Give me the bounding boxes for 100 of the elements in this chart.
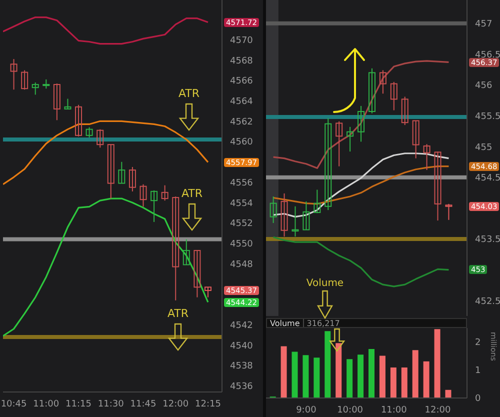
- line-series: [3, 16, 209, 45]
- y-tick-label: 4560: [230, 138, 254, 148]
- bar: [434, 329, 440, 398]
- candlestick: [140, 184, 147, 208]
- y-tick-label: 4540: [230, 341, 254, 352]
- y-tick-label: 4536: [230, 382, 254, 392]
- y-tick-label: 4554: [230, 198, 254, 209]
- candlestick: [270, 196, 277, 224]
- y-tick-label: 4550: [230, 240, 254, 250]
- x-tick-label: 11:00: [33, 399, 60, 410]
- candlestick: [194, 250, 201, 298]
- y-tick-label: 452.5: [475, 296, 500, 307]
- y-tick-label: 2: [475, 338, 481, 348]
- candlestick: [412, 120, 420, 159]
- candlestick: [401, 96, 408, 126]
- bar: [423, 361, 430, 398]
- y-tick-label: 4556: [230, 178, 254, 188]
- line-series: [3, 198, 209, 337]
- candlestick: [324, 118, 332, 211]
- bar: [401, 367, 408, 398]
- chart-title: Volume: [267, 319, 304, 328]
- annotation: Volume: [305, 278, 345, 289]
- y-tick-label: 453.5: [475, 235, 500, 246]
- bar: [412, 350, 418, 398]
- x-tick-label: 12:00: [162, 399, 189, 410]
- bar: [368, 349, 374, 398]
- y-tick-label: 4570: [230, 36, 254, 46]
- candlestick: [21, 70, 28, 90]
- candlestick: [358, 105, 365, 142]
- bar: [324, 331, 331, 398]
- x-tick-label: 12:00: [424, 405, 452, 416]
- y-tick-label: 4538: [230, 362, 254, 372]
- candlestick: [10, 58, 18, 90]
- candlestick: [75, 104, 82, 137]
- candlestick: [107, 144, 114, 200]
- x-tick-label: 11:45: [130, 399, 156, 410]
- candlestick: [96, 128, 104, 148]
- bar: [390, 367, 396, 398]
- y-tick-label: 4562: [230, 117, 253, 128]
- line-series: [272, 236, 450, 288]
- candlestick: [445, 203, 452, 220]
- y-tick-label: 456: [475, 81, 492, 92]
- y-tick-label: 0: [475, 394, 481, 404]
- candlestick: [64, 98, 72, 110]
- candlestick: [53, 82, 60, 121]
- y-tick-label: 456.5: [475, 50, 500, 60]
- candlestick: [182, 238, 190, 266]
- annotation: ATR: [166, 307, 190, 320]
- candlestick: [150, 190, 158, 222]
- bar: [358, 354, 364, 398]
- bar: [445, 390, 452, 398]
- candlestick: [172, 196, 180, 301]
- y-tick-label: 4564: [230, 96, 254, 107]
- y-tick-label: 4542: [230, 320, 253, 331]
- candlestick: [368, 68, 376, 114]
- annotation: ATR: [177, 87, 201, 100]
- candlestick: [314, 189, 321, 214]
- y-tick-label: 454.5: [475, 174, 500, 184]
- candlestick: [302, 200, 310, 230]
- candlestick: [128, 166, 136, 192]
- x-tick-label: 10:00: [337, 405, 364, 416]
- y-tick-label: 1: [475, 366, 481, 376]
- candlestick: [280, 192, 288, 238]
- bar: [314, 358, 320, 398]
- x-tick-label: 11:15: [66, 399, 92, 410]
- y-tick-label: 4552: [230, 219, 253, 230]
- y-tick-label: 457: [475, 20, 492, 30]
- y-tick-label: 4548: [230, 260, 254, 270]
- y-tick-label: 4568: [230, 56, 254, 66]
- bar: [379, 356, 386, 398]
- candlestick: [32, 82, 39, 96]
- candlestick: [292, 206, 299, 238]
- candlestick: [423, 144, 430, 171]
- bar: [346, 359, 353, 398]
- chart-subtitle: 316,217: [306, 319, 341, 328]
- y-tick-label: 4566: [230, 76, 254, 87]
- line-series: [3, 120, 209, 186]
- annotation: ATR: [180, 187, 204, 200]
- candlestick: [379, 70, 386, 94]
- candlestick: [42, 78, 50, 90]
- candlestick: [204, 286, 212, 298]
- x-tick-label: 9:00: [296, 405, 317, 416]
- candlestick: [390, 81, 398, 111]
- line-series: [272, 60, 450, 169]
- y-tick-label: 455.5: [475, 112, 500, 122]
- candlestick: [434, 151, 442, 222]
- x-tick-label: 11:30: [98, 399, 124, 410]
- x-tick-label: 12:15: [195, 399, 221, 410]
- bar: [280, 346, 287, 398]
- x-tick-label: 11:00: [380, 405, 408, 416]
- y-tick-label: 455: [475, 142, 492, 153]
- candlestick: [346, 126, 354, 152]
- bar: [336, 343, 342, 398]
- candlestick: [86, 126, 93, 138]
- candlestick: [161, 184, 168, 202]
- bar: [302, 355, 309, 398]
- candlestick: [118, 161, 126, 184]
- bar: [292, 352, 298, 398]
- candlestick: [336, 120, 343, 167]
- x-tick-label: 10:45: [0, 399, 27, 410]
